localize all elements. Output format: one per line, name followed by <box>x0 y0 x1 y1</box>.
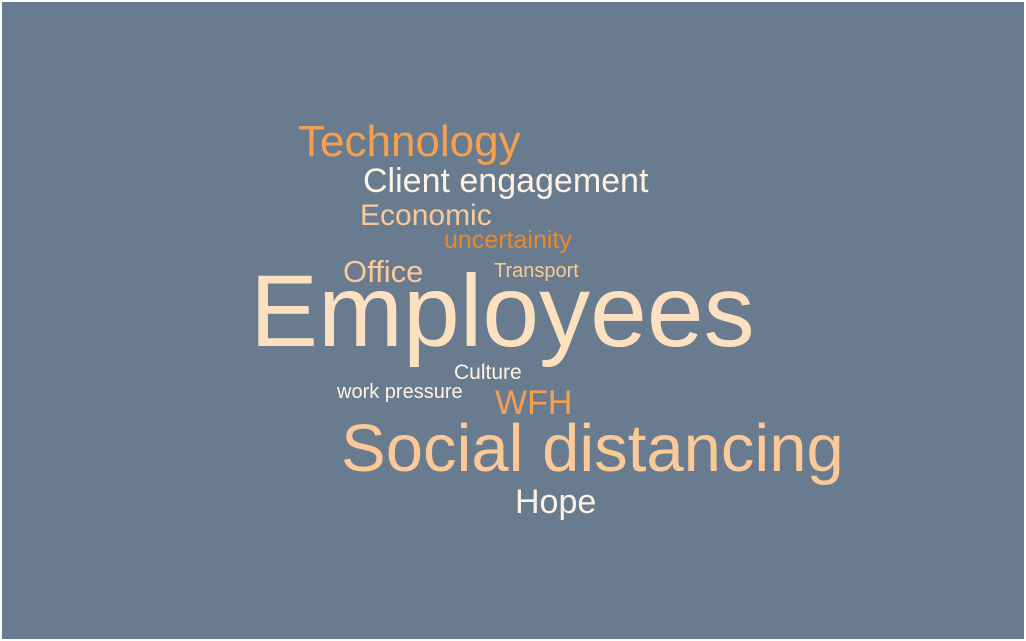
word-economic: Economic <box>360 199 492 232</box>
word-work-pressure: work pressure <box>337 381 463 403</box>
word-office: Office <box>343 254 424 289</box>
word-hope: Hope <box>515 483 597 521</box>
word-transport: Transport <box>494 260 579 282</box>
word-technology: Technology <box>298 117 521 166</box>
word-client-engagement: Client engagement <box>363 162 649 200</box>
word-social-distancing: Social distancing <box>341 411 844 486</box>
word-culture: Culture <box>454 361 522 384</box>
word-uncertainity: uncertainity <box>444 226 572 254</box>
word-employees: Employees <box>250 254 755 368</box>
word-wfh: WFH <box>495 384 573 422</box>
